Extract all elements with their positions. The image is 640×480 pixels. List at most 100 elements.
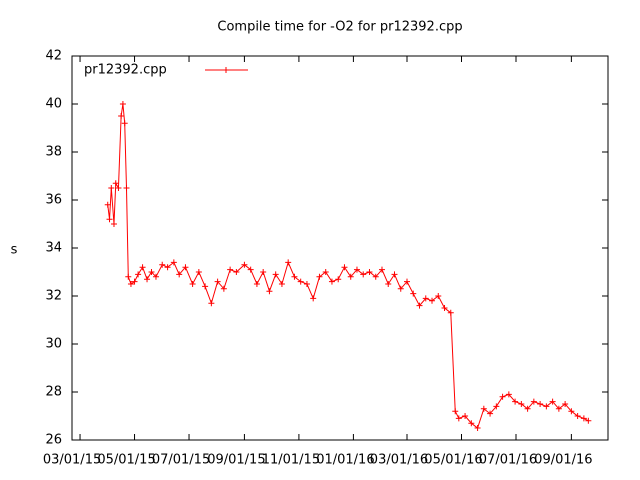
- data-point: [220, 285, 227, 292]
- data-point: [119, 101, 126, 107]
- y-tick-label: 34: [45, 241, 62, 256]
- y-tick-label: 36: [45, 193, 62, 208]
- data-point: [468, 420, 475, 427]
- data-point: [574, 413, 581, 419]
- data-point: [104, 201, 111, 208]
- data-point: [316, 273, 323, 280]
- x-tick-label: 09/01/15: [207, 453, 265, 468]
- data-point: [441, 305, 448, 311]
- plot-frame: [71, 55, 609, 441]
- data-point: [524, 405, 531, 412]
- data-point: [378, 266, 385, 273]
- y-tick-label: 30: [45, 337, 62, 352]
- data-point: [499, 393, 506, 400]
- x-tick-label: 01/01/16: [316, 453, 374, 468]
- data-point: [227, 266, 234, 273]
- data-point: [353, 266, 360, 273]
- data-point: [123, 185, 130, 191]
- x-tick-label: 07/01/15: [152, 453, 210, 468]
- data-point: [537, 401, 544, 407]
- data-point: [447, 309, 454, 316]
- data-point: [189, 281, 196, 287]
- x-tick-label: 07/01/16: [479, 453, 537, 468]
- data-point: [580, 415, 587, 422]
- data-point: [202, 283, 209, 290]
- data-point: [549, 398, 556, 405]
- data-point: [266, 288, 273, 295]
- data-point: [410, 290, 417, 297]
- data-point: [139, 264, 146, 271]
- data-point: [416, 302, 423, 309]
- data-point: [487, 410, 494, 417]
- x-tick-label: 05/01/15: [97, 453, 155, 468]
- data-point: [144, 276, 151, 283]
- data-point: [131, 278, 138, 285]
- data-point: [272, 271, 279, 278]
- series-line: [107, 103, 589, 429]
- x-tick-label: 05/01/16: [424, 453, 482, 468]
- data-point: [285, 259, 292, 266]
- data-point: [543, 403, 550, 410]
- data-point: [328, 278, 335, 285]
- data-point: [555, 405, 562, 412]
- data-point: [335, 276, 342, 283]
- legend-marker: [223, 67, 229, 73]
- data-point: [110, 221, 117, 227]
- data-point: [112, 180, 119, 187]
- data-point: [505, 391, 512, 398]
- data-point: [372, 273, 379, 280]
- data-point: [159, 261, 166, 268]
- data-point: [291, 273, 298, 280]
- y-tick-label: 26: [45, 433, 62, 448]
- data-point: [474, 425, 481, 431]
- x-tick-label: 03/01/16: [370, 453, 428, 468]
- data-point: [568, 408, 575, 415]
- data-point: [118, 113, 125, 119]
- y-tick-label: 28: [45, 385, 62, 400]
- y-tick-label: 42: [45, 49, 62, 64]
- legend-label: pr12392.cpp: [84, 63, 167, 78]
- data-point: [518, 401, 525, 407]
- data-point: [233, 269, 240, 275]
- data-point: [176, 271, 183, 278]
- data-point: [115, 185, 122, 191]
- data-point: [404, 278, 410, 285]
- data-point: [429, 297, 436, 304]
- data-point: [493, 403, 500, 410]
- data-point: [585, 417, 592, 424]
- data-point: [241, 261, 248, 268]
- x-tick-label: 09/01/16: [534, 453, 592, 468]
- data-point: [125, 273, 132, 280]
- data-point: [347, 273, 354, 280]
- data-point: [164, 264, 171, 271]
- data-point: [422, 295, 429, 302]
- data-point: [512, 398, 519, 405]
- y-tick-label: 40: [45, 97, 62, 112]
- data-point: [208, 300, 215, 307]
- data-point: [108, 185, 115, 191]
- data-point: [195, 269, 202, 275]
- y-tick-label: 38: [45, 145, 62, 160]
- data-point: [341, 264, 348, 271]
- y-tick-label: 32: [45, 289, 62, 304]
- data-point: [247, 266, 254, 273]
- data-point: [121, 120, 128, 127]
- data-point: [182, 264, 189, 271]
- data-point: [148, 269, 155, 275]
- data-point: [253, 281, 260, 287]
- data-point: [310, 295, 317, 302]
- data-point: [106, 216, 113, 223]
- data-point: [360, 271, 367, 278]
- x-tick-label: 11/01/15: [262, 453, 320, 468]
- data-point: [462, 413, 469, 419]
- data-point: [260, 269, 267, 275]
- y-axis-label: s: [11, 243, 18, 258]
- data-point: [135, 271, 142, 278]
- data-point: [366, 269, 373, 275]
- data-point: [322, 269, 329, 275]
- chart-title: Compile time for -O2 for pr12392.cpp: [217, 20, 462, 35]
- data-point: [480, 405, 487, 412]
- data-point: [397, 285, 404, 292]
- data-point: [452, 408, 459, 415]
